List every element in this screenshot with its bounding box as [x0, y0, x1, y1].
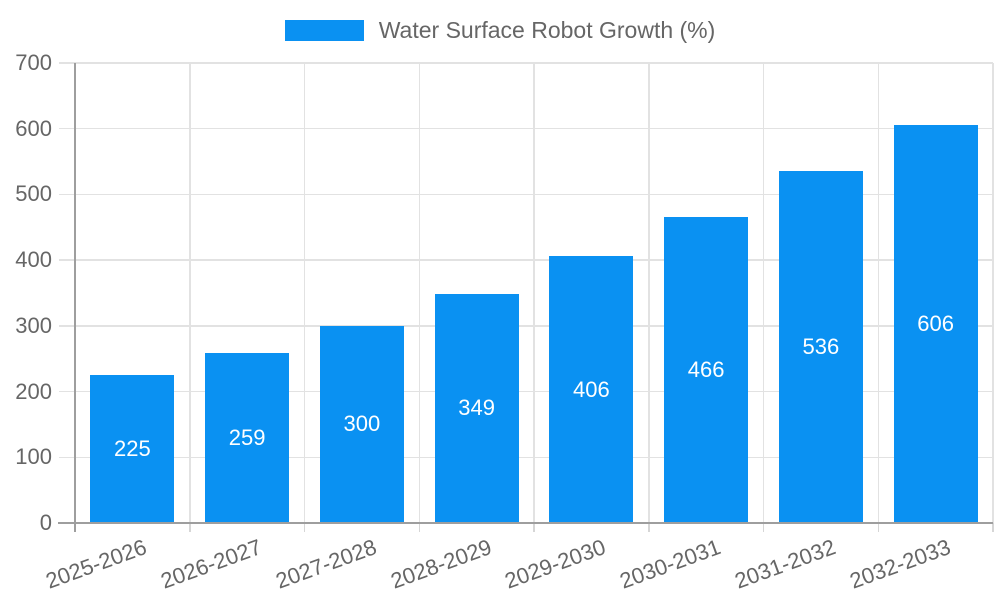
bar — [319, 325, 404, 523]
y-axis-tick-label: 500 — [15, 181, 52, 207]
y-axis-line — [74, 63, 76, 532]
x-axis-tick — [533, 523, 535, 532]
x-axis-tick — [648, 523, 650, 532]
y-axis-tick-label: 700 — [15, 50, 52, 75]
v-gridline — [877, 63, 879, 523]
bar-value-label: 606 — [917, 310, 954, 336]
h-gridline — [59, 127, 993, 130]
bar-value-label: 406 — [573, 376, 610, 402]
x-axis-tick — [303, 523, 306, 532]
bar — [434, 293, 519, 523]
bar-value-label: 225 — [114, 436, 151, 462]
v-gridline — [189, 63, 191, 523]
x-axis-tick — [189, 523, 191, 532]
v-gridline — [418, 63, 420, 523]
bar — [549, 256, 634, 523]
v-gridline — [533, 63, 535, 523]
bar — [90, 375, 175, 523]
bar — [893, 124, 978, 523]
y-axis-tick-label: 600 — [15, 115, 52, 141]
bar — [664, 216, 748, 523]
v-gridline — [992, 63, 994, 523]
h-gridline — [59, 259, 993, 261]
y-axis-tick-label: 400 — [15, 247, 52, 273]
h-gridline — [59, 193, 993, 196]
legend-label: Water Surface Robot Growth (%) — [378, 17, 716, 43]
bar-value-label: 349 — [458, 395, 495, 421]
v-gridline — [762, 63, 765, 523]
x-axis-tick — [762, 523, 765, 532]
y-axis-tick-label: 100 — [15, 444, 52, 470]
bar-value-label: 536 — [802, 333, 840, 359]
x-axis-line — [58, 522, 993, 524]
y-axis-tick-label: 0 — [39, 510, 52, 535]
v-gridline — [303, 63, 306, 523]
y-axis-tick-label: 200 — [15, 378, 52, 404]
legend-swatch — [284, 20, 364, 42]
bar — [205, 352, 289, 523]
bar — [778, 170, 863, 523]
bar-value-label: 300 — [343, 411, 381, 437]
y-axis-tick-label: 300 — [15, 312, 52, 338]
x-axis-tick — [418, 523, 420, 532]
bar-value-label: 259 — [228, 424, 266, 450]
h-gridline — [59, 62, 993, 64]
chart-legend[interactable]: Water Surface Robot Growth (%) — [0, 17, 1000, 45]
bar-value-label: 466 — [687, 356, 725, 382]
h-gridline — [59, 325, 993, 327]
h-gridline — [59, 390, 993, 393]
x-axis-tick — [877, 523, 879, 532]
h-gridline — [59, 456, 993, 459]
v-gridline — [648, 63, 650, 523]
x-axis-tick — [992, 523, 994, 532]
